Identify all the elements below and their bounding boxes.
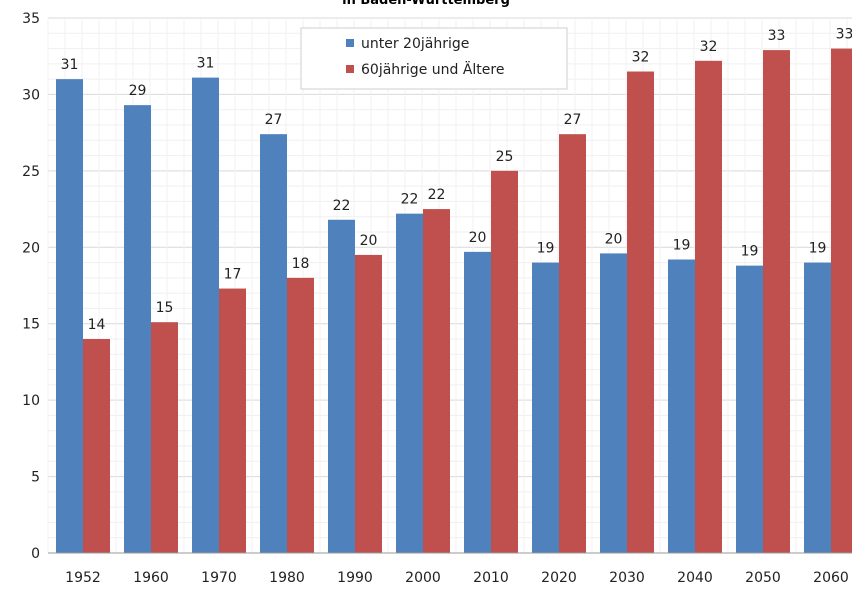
x-tick-label: 2060 [813,570,849,586]
y-tick-label: 0 [31,546,40,562]
bar-60-und-aeltere [695,60,722,554]
bar-unter-20 [328,219,355,553]
data-label: 25 [496,149,514,165]
bars-layer [56,48,852,554]
data-label: 33 [768,28,786,44]
bar-unter-20 [260,134,287,553]
data-label: 19 [537,241,555,257]
bar-60-und-aeltere [491,170,518,553]
data-label: 31 [197,56,215,72]
data-label: 20 [469,230,487,246]
chart-title: in Baden-Württemberg [342,0,510,8]
bar-unter-20 [736,265,763,553]
data-label: 27 [265,112,283,128]
data-label: 29 [129,83,147,99]
x-tick-label: 1960 [133,570,169,586]
data-label: 22 [401,192,419,208]
data-label: 14 [88,317,106,333]
data-label: 32 [700,39,718,55]
bar-60-und-aeltere [219,288,246,553]
y-tick-label: 15 [22,317,40,333]
bar-unter-20 [464,251,491,553]
bar-unter-20 [56,79,83,554]
bar-60-und-aeltere [83,339,110,553]
data-label: 33 [836,27,852,43]
legend-label: 60jährige und Ältere [361,60,504,78]
x-tick-label: 2020 [541,570,577,586]
bar-unter-20 [600,253,627,553]
x-tick-label: 1970 [201,570,237,586]
data-label: 22 [333,198,351,214]
bar-unter-20 [532,262,559,553]
x-tick-label: 1952 [65,570,101,586]
legend-swatch [346,39,354,47]
data-label: 15 [156,300,174,316]
bar-60-und-aeltere [151,322,178,553]
x-tick-label: 1980 [269,570,305,586]
x-tick-label: 2000 [405,570,441,586]
legend: unter 20jährige 60jährige und Ältere [300,27,568,90]
y-tick-label: 30 [22,87,40,103]
x-tick-label: 2050 [745,570,781,586]
y-tick-label: 25 [22,164,40,180]
x-tick-label: 2030 [609,570,645,586]
x-tick-label: 2040 [677,570,713,586]
data-label: 22 [428,187,446,203]
data-labels-layer: 31 14 29 15 31 17 27 18 22 20 22 22 20 25 19 27 20 32 19 32… [61,27,852,333]
bar-60-und-aeltere [423,209,450,554]
data-label: 17 [224,267,242,283]
axis-layer: 0 5 10 15 20 25 30 35 1952 1960 1970 1980 1990 2000 20… [22,11,852,586]
y-tick-label: 20 [22,240,40,256]
legend-box [300,27,568,90]
data-label: 31 [61,57,79,73]
bar-unter-20 [192,77,219,553]
legend-label: unter 20jährige [361,36,469,52]
bar-unter-20 [804,262,831,553]
data-label: 19 [809,241,827,257]
data-label: 18 [292,256,310,272]
data-label: 32 [632,50,650,66]
data-label: 19 [741,244,759,260]
y-tick-label: 10 [22,393,40,409]
data-label: 20 [360,233,378,249]
bar-60-und-aeltere [559,134,586,553]
bar-unter-20 [668,259,695,553]
bar-60-und-aeltere [355,254,382,553]
bar-unter-20 [124,105,151,553]
bar-60-und-aeltere [831,48,852,553]
bar-60-und-aeltere [627,71,654,553]
data-label: 27 [564,112,582,128]
legend-swatch [346,65,354,73]
bar-unter-20 [396,213,423,553]
data-label: 20 [605,231,623,247]
y-tick-label: 5 [31,470,40,486]
y-tick-label: 35 [22,11,40,27]
data-label: 19 [673,238,691,254]
x-tick-label: 2010 [473,570,509,586]
bar-60-und-aeltere [763,50,790,553]
bar-60-und-aeltere [287,277,314,553]
x-tick-label: 1990 [337,570,373,586]
